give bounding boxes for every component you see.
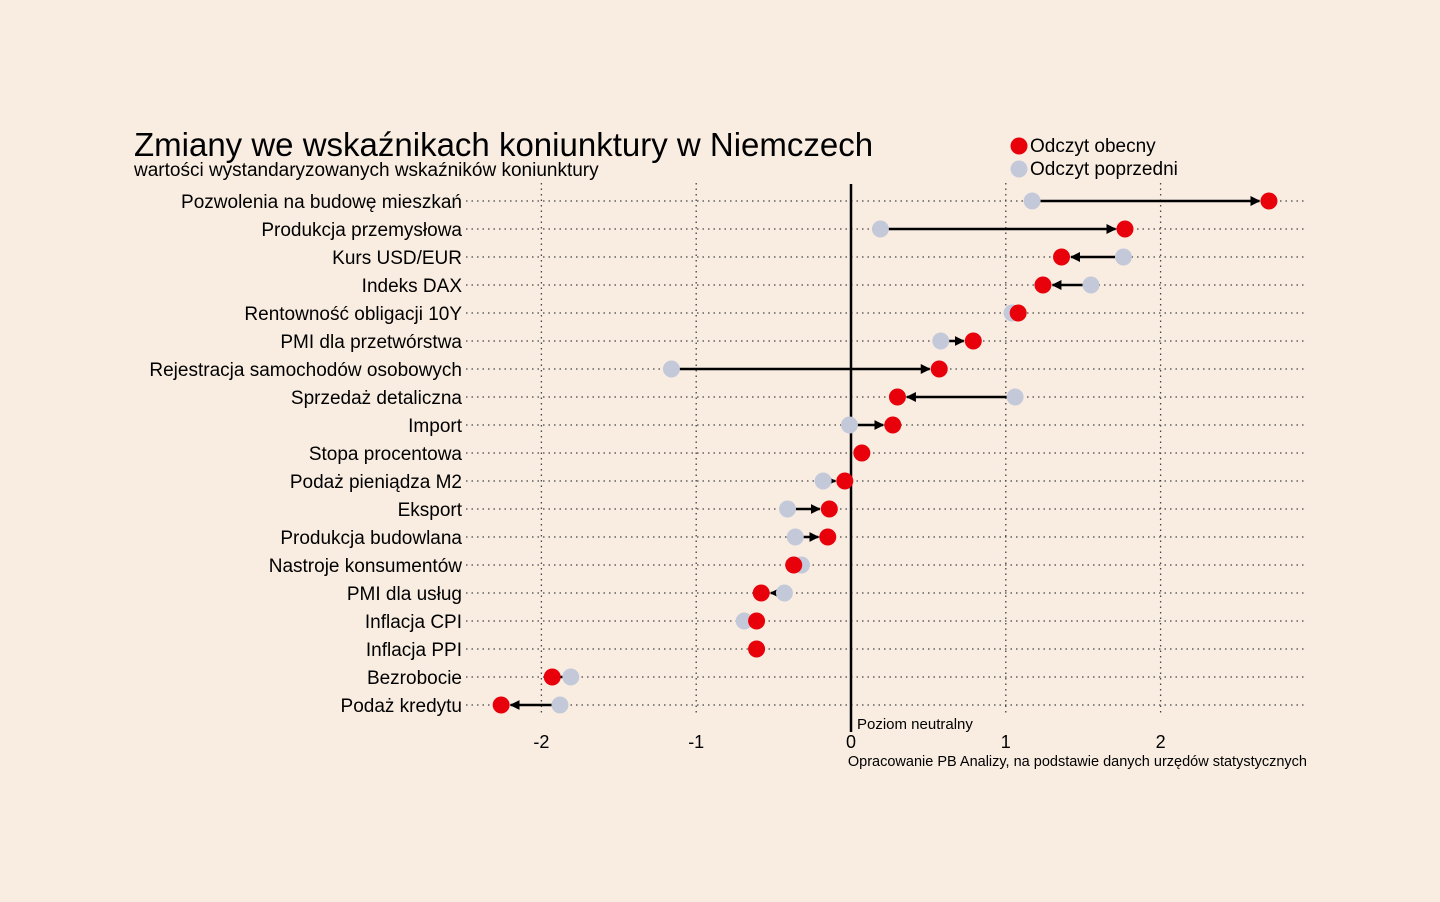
x-tick-label: -2: [533, 732, 549, 752]
previous-reading-point: [551, 696, 569, 714]
current-reading-point: [1116, 220, 1134, 238]
legend-label-current: Odczyt obecny: [1030, 136, 1156, 157]
previous-reading-point: [932, 332, 950, 350]
current-reading-point: [748, 640, 766, 658]
legend-label-previous: Odczyt poprzedni: [1030, 159, 1178, 180]
category-label: PMI dla usług: [347, 584, 462, 605]
category-label: Nastroje konsumentów: [269, 556, 463, 577]
legend-marker-previous: [1010, 160, 1028, 178]
current-reading-point: [820, 500, 838, 518]
previous-reading-point: [562, 668, 580, 686]
current-reading-point: [836, 472, 854, 490]
category-label: Sprzedaż detaliczna: [291, 388, 463, 409]
neutral-label: Poziom neutralny: [857, 716, 973, 733]
grid: [466, 183, 1307, 716]
category-label: Rejestracja samochodów osobowych: [149, 360, 462, 381]
current-reading-point: [853, 444, 871, 462]
current-reading-point: [785, 556, 803, 574]
previous-reading-point: [735, 612, 753, 630]
previous-reading-point: [775, 584, 793, 602]
category-label: PMI dla przetwórstwa: [280, 332, 462, 353]
category-label: Inflacja PPI: [366, 640, 462, 661]
previous-reading-point: [1082, 276, 1100, 294]
category-label: Eksport: [398, 500, 463, 521]
current-reading-point: [543, 668, 561, 686]
previous-reading-point: [662, 360, 680, 378]
current-reading-point: [1034, 276, 1052, 294]
category-label: Pozwolenia na budowę mieszkań: [181, 192, 462, 213]
x-tick-label: 0: [846, 732, 856, 752]
x-tick-label: -1: [688, 732, 704, 752]
current-reading-point: [492, 696, 510, 714]
current-reading-point: [964, 332, 982, 350]
current-reading-point: [930, 360, 948, 378]
category-label: Kurs USD/EUR: [332, 248, 462, 269]
current-reading-point: [748, 612, 766, 630]
current-reading-point: [1260, 192, 1278, 210]
category-label: Bezrobocie: [367, 668, 462, 689]
previous-reading-point: [1006, 388, 1024, 406]
current-reading-point: [1053, 248, 1071, 266]
current-reading-point: [752, 584, 770, 602]
legend-marker-current: [1010, 137, 1028, 155]
category-label: Stopa procentowa: [309, 444, 463, 465]
previous-reading-point: [786, 528, 804, 546]
chart-subtitle: wartości wystandaryzowanych wskaźników k…: [133, 160, 599, 181]
current-reading-point: [884, 416, 902, 434]
category-label: Podaż kredytu: [341, 696, 462, 717]
chart-title: Zmiany we wskaźnikach koniunktury w Niem…: [134, 126, 873, 163]
category-label: Produkcja budowlana: [280, 528, 462, 549]
current-reading-point: [888, 388, 906, 406]
category-label: Rentowność obligacji 10Y: [244, 304, 462, 325]
previous-reading-point: [1114, 248, 1132, 266]
neutral-line-group: Poziom neutralny: [849, 184, 973, 733]
source-note: Opracowanie PB Analizy, na podstawie dan…: [848, 754, 1307, 770]
data-rows: Pozwolenia na budowę mieszkań Produkcja p…: [149, 192, 1278, 717]
category-label: Podaż pieniądza M2: [290, 472, 462, 493]
previous-reading-point: [779, 500, 797, 518]
category-label: Import: [408, 416, 463, 437]
category-label: Inflacja CPI: [365, 612, 462, 633]
x-axis-ticks: -2 -1 0 1 2: [533, 732, 1165, 752]
category-label: Produkcja przemysłowa: [261, 220, 462, 241]
legend: Odczyt obecny Odczyt poprzedni: [1010, 136, 1178, 180]
current-reading-point: [819, 528, 837, 546]
previous-reading-point: [840, 416, 858, 434]
previous-reading-point: [1023, 192, 1041, 210]
category-label: Indeks DAX: [362, 276, 463, 297]
x-tick-label: 1: [1001, 732, 1011, 752]
current-reading-point: [1009, 304, 1027, 322]
previous-reading-point: [871, 220, 889, 238]
previous-reading-point: [814, 472, 832, 490]
x-tick-label: 2: [1156, 732, 1166, 752]
